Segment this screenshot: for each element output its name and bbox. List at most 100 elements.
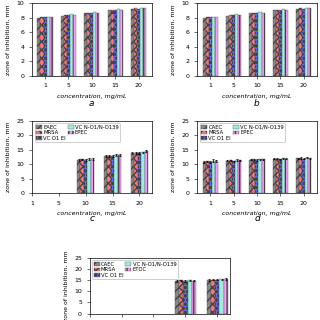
- Bar: [104, 156, 107, 193]
- Bar: [209, 162, 212, 193]
- Bar: [308, 158, 311, 193]
- Bar: [80, 159, 84, 193]
- Bar: [232, 15, 235, 76]
- Bar: [285, 10, 288, 76]
- Bar: [273, 159, 276, 193]
- Bar: [229, 15, 232, 76]
- Bar: [273, 11, 276, 76]
- Bar: [131, 153, 134, 193]
- Bar: [229, 160, 232, 193]
- Bar: [137, 9, 140, 76]
- X-axis label: concentration, mg/mL: concentration, mg/mL: [57, 94, 127, 99]
- Bar: [302, 9, 305, 76]
- Bar: [206, 17, 209, 76]
- Bar: [73, 15, 76, 76]
- Bar: [276, 10, 279, 76]
- Bar: [226, 161, 229, 193]
- Bar: [84, 160, 87, 193]
- Bar: [296, 158, 299, 193]
- Bar: [117, 9, 120, 76]
- Bar: [212, 17, 215, 76]
- Bar: [91, 159, 94, 193]
- Bar: [134, 153, 138, 193]
- Bar: [209, 17, 212, 76]
- Bar: [84, 13, 87, 76]
- Bar: [261, 159, 265, 193]
- Bar: [44, 17, 47, 76]
- Bar: [215, 17, 218, 76]
- Bar: [41, 17, 44, 76]
- Bar: [175, 281, 179, 314]
- Bar: [90, 13, 93, 76]
- Legend: CAEC, MRSA, VC O1 El, VC N-O1/N-O139, ETOC: CAEC, MRSA, VC O1 El, VC N-O1/N-O139, ET…: [92, 260, 178, 279]
- Bar: [282, 158, 285, 193]
- Bar: [61, 15, 64, 76]
- Bar: [252, 159, 255, 193]
- Bar: [224, 279, 228, 314]
- Text: b: b: [254, 99, 260, 108]
- Bar: [308, 8, 311, 76]
- Y-axis label: zone of inhibition, mm: zone of inhibition, mm: [6, 122, 11, 192]
- Bar: [37, 18, 41, 76]
- Bar: [238, 160, 241, 193]
- Text: a: a: [89, 99, 95, 108]
- Bar: [131, 9, 134, 76]
- Bar: [114, 155, 118, 193]
- Bar: [114, 10, 117, 76]
- Bar: [207, 280, 211, 314]
- Bar: [299, 8, 302, 76]
- Bar: [108, 11, 111, 76]
- Bar: [203, 18, 206, 76]
- Y-axis label: zone of inhibition, mm: zone of inhibition, mm: [6, 4, 11, 75]
- Bar: [285, 158, 288, 193]
- Bar: [192, 281, 196, 314]
- Bar: [188, 280, 192, 314]
- Bar: [183, 281, 188, 314]
- Bar: [107, 156, 111, 193]
- Bar: [220, 279, 224, 314]
- Bar: [47, 17, 50, 76]
- Bar: [252, 12, 255, 76]
- Bar: [261, 12, 265, 76]
- Bar: [235, 160, 238, 193]
- Bar: [279, 10, 282, 76]
- Bar: [299, 158, 302, 193]
- Y-axis label: zone of inhibition, mm: zone of inhibition, mm: [171, 122, 176, 192]
- Bar: [140, 8, 143, 76]
- Bar: [143, 8, 146, 76]
- Bar: [249, 13, 252, 76]
- Bar: [120, 10, 123, 76]
- Bar: [111, 156, 114, 193]
- Bar: [111, 10, 114, 76]
- Y-axis label: zone of inhibition, mm: zone of inhibition, mm: [171, 4, 176, 75]
- Bar: [255, 13, 259, 76]
- Bar: [215, 280, 220, 314]
- Bar: [64, 15, 67, 76]
- Bar: [259, 12, 261, 76]
- Bar: [67, 15, 70, 76]
- Bar: [255, 160, 259, 193]
- Bar: [232, 161, 235, 193]
- Bar: [138, 153, 141, 193]
- Text: c: c: [89, 213, 94, 222]
- Bar: [212, 161, 215, 193]
- Bar: [145, 151, 148, 193]
- Bar: [296, 9, 299, 76]
- Bar: [226, 15, 229, 76]
- X-axis label: concentration, mg/mL: concentration, mg/mL: [222, 211, 292, 216]
- Bar: [118, 155, 121, 193]
- X-axis label: concentration, mg/mL: concentration, mg/mL: [57, 211, 127, 216]
- Bar: [179, 280, 183, 314]
- Bar: [87, 159, 91, 193]
- Bar: [249, 160, 252, 193]
- Y-axis label: zone of inhibition, mm: zone of inhibition, mm: [64, 250, 68, 320]
- Legend: EAEC, MRSA, VC O1 El, VC N-O1/N-O139, EPEC: EAEC, MRSA, VC O1 El, VC N-O1/N-O139, EP…: [35, 123, 120, 142]
- Bar: [206, 161, 209, 193]
- Bar: [134, 8, 137, 76]
- Bar: [276, 158, 279, 193]
- Bar: [259, 159, 261, 193]
- X-axis label: concentration, mg/mL: concentration, mg/mL: [222, 94, 292, 99]
- Bar: [93, 12, 96, 76]
- Bar: [238, 15, 241, 76]
- Bar: [70, 14, 73, 76]
